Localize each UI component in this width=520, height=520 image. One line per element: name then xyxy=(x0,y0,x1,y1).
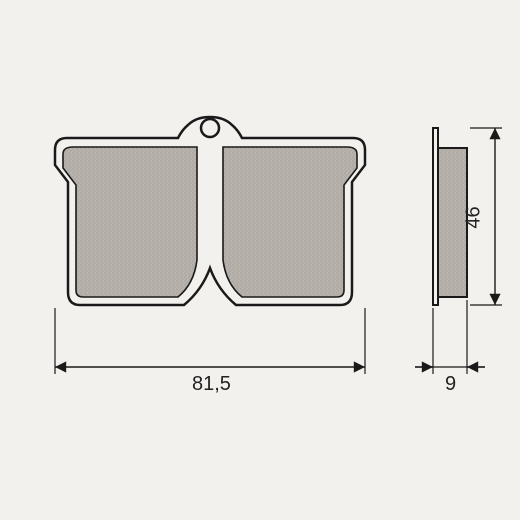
dimension-thickness xyxy=(415,300,485,374)
front-view xyxy=(55,117,365,305)
technical-diagram xyxy=(0,0,520,520)
width-dimension-label: 81,5 xyxy=(192,373,231,396)
mounting-hole xyxy=(201,119,219,137)
height-dimension-label: 46 xyxy=(463,206,486,228)
pad-right-friction xyxy=(223,147,357,297)
dimension-width xyxy=(55,308,365,374)
thickness-dimension-label: 9 xyxy=(445,373,456,396)
pad-left-friction xyxy=(63,147,197,297)
